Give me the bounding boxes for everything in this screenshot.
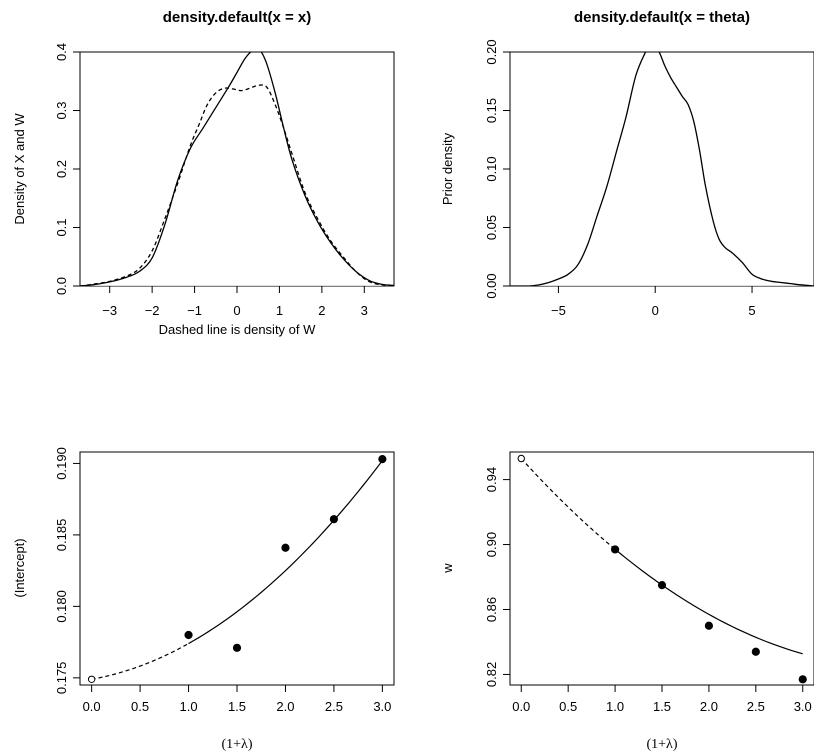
y-tick-label: 0.180: [54, 590, 69, 623]
plot-frame: [509, 51, 814, 287]
plot-area: [510, 52, 814, 286]
x-tick-label: 1: [276, 303, 283, 318]
y-tick-label: 0.3: [54, 101, 69, 119]
quadratic-fit-curve: [188, 460, 383, 645]
x-tick-label: −3: [102, 303, 117, 318]
data-point: [378, 455, 387, 464]
y-tick-label: 0.86: [484, 597, 499, 622]
y-tick-label: 0.82: [484, 662, 499, 687]
data-point: [751, 647, 760, 656]
chart-title: density.default(x = theta): [574, 9, 750, 26]
y-tick-label: 0.175: [54, 662, 69, 695]
x-tick-label: 3.0: [373, 699, 391, 714]
x-tick-label: 0.5: [131, 699, 149, 714]
y-tick-label: 0.190: [54, 447, 69, 480]
x-axis-label: (1+λ): [646, 737, 677, 752]
y-tick-label: 0.90: [484, 532, 499, 557]
y-tick-label: 0.20: [484, 39, 499, 64]
x-axis-label: (1+λ): [221, 737, 252, 752]
data-point: [329, 515, 339, 524]
x-tick-label: 1.5: [653, 699, 671, 714]
x-tick-label: −1: [187, 303, 202, 318]
density-line-solid: [80, 52, 394, 286]
y-tick-label: 0.2: [54, 160, 69, 178]
y-axis-label: Density of X and W: [12, 113, 27, 225]
x-tick-label: −2: [145, 303, 160, 318]
x-tick-label: 1.5: [228, 699, 246, 714]
x-tick-label: 1.0: [606, 699, 624, 714]
density-line-solid: [510, 52, 814, 286]
data-point: [232, 643, 242, 652]
panel-4: 0.0 0.5 1.0 1.5 2.0 2.5 3.0 0.82 0.86 0.90 0.94 (1+…: [440, 451, 814, 752]
plot-frame: [79, 51, 395, 287]
x-tick-label: 2.5: [747, 699, 765, 714]
plot-frame: [509, 451, 814, 686]
y-axis-label: (Intercept): [12, 538, 27, 597]
panel-3: 0.0 0.5 1.0 1.5 2.0 2.5 3.0 0.175 0.180 0.185 0.19…: [12, 447, 395, 752]
data-point: [281, 543, 290, 552]
y-tick-label: 0.94: [484, 467, 499, 492]
x-tick-label: 5: [748, 303, 755, 318]
y-axis-label: w: [440, 563, 455, 574]
data-point: [704, 621, 714, 630]
x-tick-label: 1.0: [180, 699, 198, 714]
x-tick-label: 0.5: [559, 699, 577, 714]
y-axis-label: Prior density: [440, 132, 455, 205]
x-tick-label: 2.0: [276, 699, 294, 714]
plot-area: [91, 460, 383, 680]
panel-1: density.default(x = x) −3 −2 −1 0 1 2 3 0.0 0.1 0.…: [12, 9, 395, 337]
y-tick-label: 0.4: [54, 43, 69, 61]
x-tick-label: 2.0: [700, 699, 718, 714]
x-tick-label: 0.0: [83, 699, 101, 714]
x-tick-label: −5: [551, 303, 566, 318]
chart-title: density.default(x = x): [163, 9, 312, 26]
x-tick-label: 2: [318, 303, 325, 318]
quadratic-fit-curve: [614, 548, 803, 655]
extrapolated-point: [517, 454, 525, 463]
y-tick-label: 0.10: [484, 156, 499, 181]
x-axis-label: Dashed line is density of W: [159, 322, 317, 337]
x-tick-label: 0: [652, 303, 659, 318]
x-tick-label: 3: [361, 303, 368, 318]
x-tick-label: 2.5: [325, 699, 343, 714]
plot-area: [80, 52, 394, 286]
panel-2: density.default(x = theta) −5 0 5 0.00 0.05 0.…: [440, 9, 814, 318]
y-tick-label: 0.0: [54, 277, 69, 295]
extrapolation-curve: [520, 458, 616, 550]
y-tick-label: 0.00: [484, 273, 499, 298]
data-point: [610, 545, 620, 554]
data-point: [798, 675, 807, 684]
density-line-dashed: [80, 84, 394, 286]
x-tick-label: 0.0: [512, 699, 530, 714]
x-tick-label: 0: [233, 303, 240, 318]
y-tick-label: 0.1: [54, 218, 69, 236]
plot-area: [520, 458, 803, 655]
extrapolated-point: [87, 675, 96, 683]
y-tick-label: 0.05: [484, 215, 499, 240]
data-point: [657, 581, 667, 590]
y-tick-label: 0.15: [484, 98, 499, 123]
data-point: [184, 630, 193, 640]
y-tick-label: 0.185: [54, 519, 69, 552]
extrapolation-curve: [91, 643, 189, 680]
x-tick-label: 3.0: [794, 699, 812, 714]
